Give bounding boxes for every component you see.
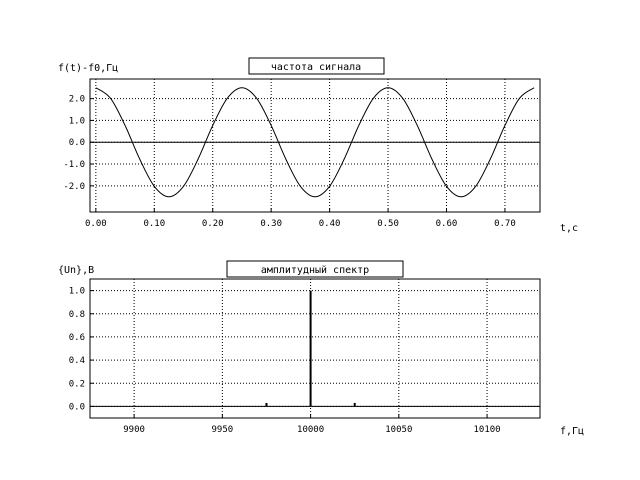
signal-frequency-line <box>95 87 535 198</box>
bottom-title-box <box>226 260 404 278</box>
signal-frequency-chart: -2.0-1.00.01.02.0 0.00 0.10 0.20 0.30 0.40 0.… <box>58 57 578 234</box>
spectrum-bar <box>309 290 312 407</box>
top-title-box <box>248 57 385 75</box>
y-tick-label: 0.4 <box>69 356 85 366</box>
spectrum-bar <box>265 402 268 407</box>
amplitude-spectrum-chart: 0.0 0.2 0.4 0.6 0.8 1.0 9900 9950 10000 10050 101… <box>58 260 584 437</box>
top-plot-area <box>89 78 541 213</box>
x-tick-label: 0.40 <box>319 219 341 229</box>
top-tick-marks <box>90 98 506 212</box>
y-tick-label: -2.0 <box>63 182 85 192</box>
top-chart-title: частота сигнала <box>271 62 361 73</box>
bottom-x-tick-labels: 9900 9950 10000 10050 10100 <box>123 425 500 435</box>
y-tick-label: 1.0 <box>69 287 85 297</box>
y-tick-label: 0.0 <box>69 402 85 412</box>
bottom-tick-marks <box>90 290 488 418</box>
spectrum-bars <box>265 290 356 407</box>
bottom-y-axis-label: {Un},В <box>58 265 94 276</box>
x-tick-label: 0.00 <box>85 219 107 229</box>
x-tick-label: 0.70 <box>494 219 516 229</box>
y-tick-label: 0.2 <box>69 379 85 389</box>
y-tick-label: -1.0 <box>63 160 85 170</box>
bottom-chart-title: амплитудный спектр <box>261 264 369 276</box>
top-x-axis-label: t,c <box>560 223 578 234</box>
top-y-axis-label: f(t)-f0,Гц <box>58 63 118 74</box>
y-tick-label: 0.0 <box>69 138 85 148</box>
x-tick-label: 0.60 <box>436 219 458 229</box>
y-tick-label: 2.0 <box>69 95 85 105</box>
x-tick-label: 0.50 <box>377 219 399 229</box>
y-tick-label: 0.6 <box>69 333 85 343</box>
x-tick-label: 0.20 <box>202 219 224 229</box>
spectrum-bar <box>353 402 356 407</box>
top-y-tick-labels: -2.0 -1.0 0.0 1.0 2.0 <box>63 95 85 192</box>
x-tick-label: 9950 <box>212 425 234 435</box>
x-tick-label: 9900 <box>123 425 145 435</box>
y-tick-label: 0.8 <box>69 310 85 320</box>
bottom-x-axis-label: f,Гц <box>560 426 584 437</box>
x-tick-label: 0.30 <box>260 219 282 229</box>
bottom-y-tick-labels: 0.0 0.2 0.4 0.6 0.8 1.0 <box>69 287 85 413</box>
x-tick-label: 10050 <box>385 425 412 435</box>
bottom-plot-area <box>89 278 541 419</box>
x-tick-label: 10100 <box>474 425 501 435</box>
x-tick-label: 10000 <box>297 425 324 435</box>
top-x-tick-labels: 0.00 0.10 0.20 0.30 0.40 0.50 0.60 0.70 <box>85 219 516 229</box>
x-tick-label: 0.10 <box>143 219 165 229</box>
y-tick-label: 1.0 <box>69 116 85 126</box>
